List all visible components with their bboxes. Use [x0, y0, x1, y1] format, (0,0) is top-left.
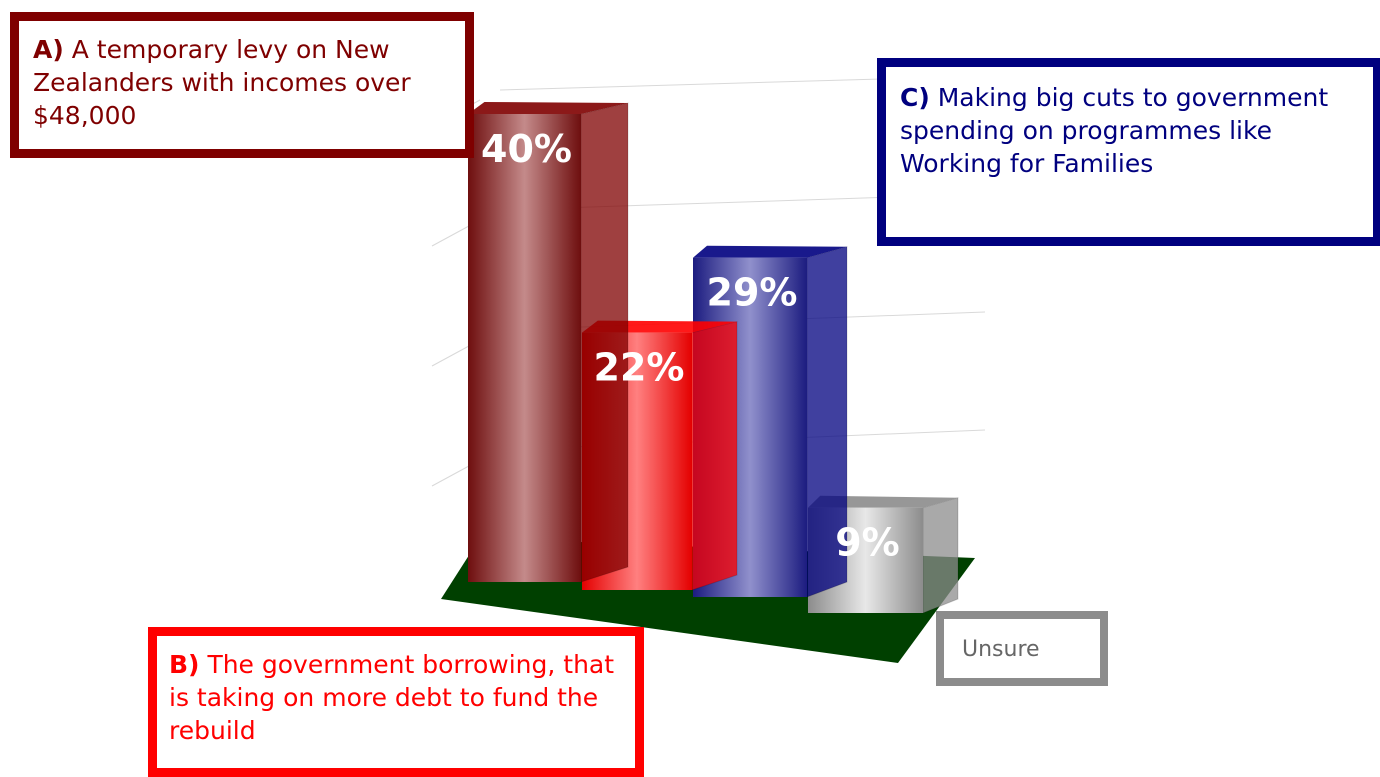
option-b-text: The government borrowing, that is taking… — [169, 650, 615, 745]
bar-top-3 — [693, 245, 847, 258]
bar-side-1 — [580, 102, 629, 583]
bar-top-1 — [468, 102, 628, 114]
option-c-letter: C) — [900, 83, 930, 112]
bar-1 — [468, 102, 629, 583]
option-c-text: Making big cuts to government spending o… — [900, 83, 1329, 178]
callout-option-a: A) A temporary levy on New Zealanders wi… — [10, 12, 474, 158]
data-label-2: 22% — [594, 346, 685, 390]
option-a-text: A temporary levy on New Zealanders with … — [33, 35, 411, 130]
callout-option-c: C) Making big cuts to government spendin… — [877, 58, 1380, 246]
bar-side-2 — [691, 320, 738, 591]
unsure-text: Unsure — [962, 637, 1040, 662]
callout-option-b: B) The government borrowing, that is tak… — [148, 627, 644, 777]
option-b-letter: B) — [169, 650, 200, 679]
option-a-letter: A) — [33, 35, 64, 64]
bar-side-4 — [922, 497, 959, 614]
data-label-4: 9% — [835, 521, 900, 565]
data-label-3: 29% — [707, 271, 798, 315]
callout-unsure: Unsure — [936, 611, 1108, 686]
data-label-1: 40% — [481, 127, 572, 171]
bar-front-1 — [468, 114, 581, 582]
